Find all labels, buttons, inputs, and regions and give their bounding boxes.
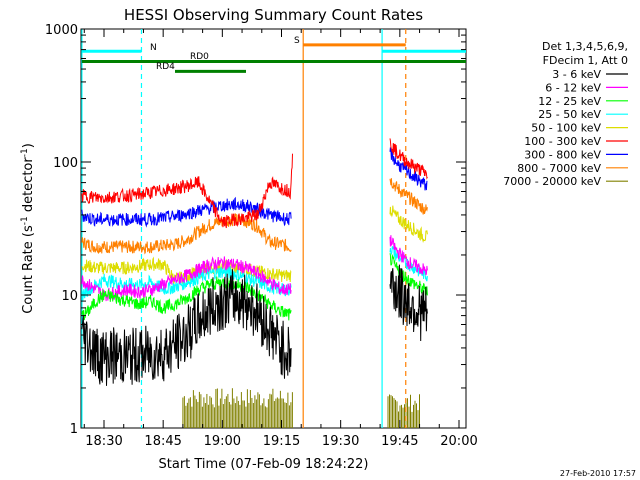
x-tick-label: 19:00 — [204, 434, 241, 449]
state-label-s: S — [294, 36, 300, 46]
chart-title: HESSI Observing Summary Count Rates — [124, 6, 423, 24]
legend-label-7000-20000kev: 7000 - 20000 keV — [503, 175, 601, 188]
legend-label-25-50kev: 25 - 50 keV — [538, 108, 601, 121]
series-trace-6-12kev — [81, 256, 292, 302]
series-trace-3-6kev — [389, 264, 428, 342]
series-trace-800-7000kev — [389, 178, 428, 215]
y-tick-label: 10 — [61, 289, 78, 304]
x-tick-label: 18:30 — [85, 434, 122, 449]
series-trace-50-100kev — [389, 205, 428, 244]
legend: Det 1,3,4,5,6,9,FDecim 1, Att 03 - 6 keV… — [503, 40, 628, 188]
x-tick-label: 18:45 — [144, 434, 181, 449]
y-tick-label: 1 — [70, 422, 78, 437]
legend-label-50-100kev: 50 - 100 keV — [531, 122, 601, 135]
y-axis-label-superscript: -1 — [20, 216, 30, 225]
series-trace-25-50kev — [81, 265, 292, 301]
legend-label-100-300kev: 100 - 300 keV — [524, 135, 601, 148]
series-trace-3-6kev — [81, 269, 292, 386]
legend-label-12-25kev: 12 - 25 keV — [538, 95, 601, 108]
y-tick-label: 1000 — [45, 23, 78, 38]
series-trace-100-300kev — [389, 138, 428, 180]
series-7000-20000-kev-stripes — [182, 388, 420, 428]
x-tick-label: 19:30 — [322, 434, 359, 449]
series-trace-300-800kev — [389, 147, 428, 191]
plot-area — [81, 29, 466, 428]
y-axis-label-part: detector — [21, 157, 36, 217]
x-tick-label: 20:00 — [440, 434, 477, 449]
generated-timestamp: 27-Feb-2010 17:57 — [560, 469, 636, 478]
series-trace-800-7000kev — [81, 213, 292, 255]
state-label-rd4: RD4 — [156, 62, 175, 72]
y-axis-label-superscript: -1 — [20, 148, 30, 157]
series-trace-12-25kev — [389, 253, 428, 296]
y-axis-label-part: ) — [21, 143, 36, 148]
x-tick-label: 19:15 — [263, 434, 300, 449]
x-axis-label: Start Time (07-Feb-09 18:24:22) — [159, 457, 369, 472]
y-axis-label-part: Count Rate (s — [21, 225, 36, 314]
y-axis-label: Count Rate (s-1 detector-1) — [20, 143, 36, 314]
series-trace-6-12kev — [389, 235, 428, 276]
legend-label-6-12kev: 6 - 12 keV — [545, 81, 601, 94]
legend-header-line1: Det 1,3,4,5,6,9, — [542, 40, 628, 53]
series-trace-100-300kev — [81, 153, 293, 229]
state-label-n: N — [150, 43, 157, 53]
legend-header-line2: FDecim 1, Att 0 — [543, 54, 628, 67]
legend-label-800-7000kev: 800 - 7000 keV — [517, 162, 601, 175]
legend-label-300-800kev: 300 - 800 keV — [524, 148, 601, 161]
plot-frame — [80, 28, 467, 429]
series-trace-300-800kev — [81, 196, 292, 228]
state-label-rd0: RD0 — [190, 52, 209, 62]
y-tick-label: 100 — [53, 156, 78, 171]
x-tick-label: 19:45 — [381, 434, 418, 449]
legend-label-3-6kev: 3 - 6 keV — [552, 68, 601, 81]
